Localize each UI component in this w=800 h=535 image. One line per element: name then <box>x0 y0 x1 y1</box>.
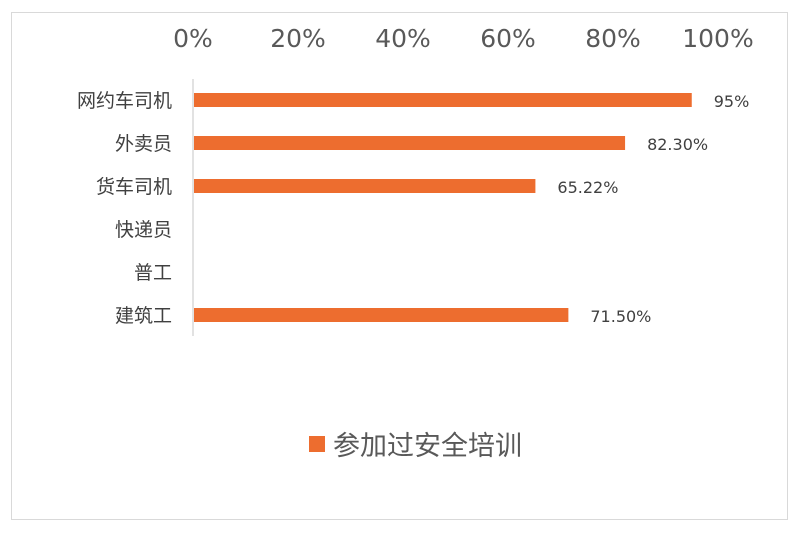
bar <box>194 93 692 107</box>
x-tick-label: 60% <box>480 24 536 53</box>
bar <box>194 179 536 193</box>
legend-swatch <box>309 436 325 452</box>
x-tick-label: 0% <box>173 24 213 53</box>
category-label: 网约车司机 <box>77 90 172 112</box>
data-label: 95% <box>714 92 750 111</box>
category-label: 建筑工 <box>115 305 172 327</box>
x-tick-label: 100% <box>682 24 753 53</box>
category-label: 货车司机 <box>96 176 172 198</box>
chart-frame <box>11 12 788 520</box>
data-label: 71.50% <box>590 307 651 326</box>
data-label: 65.22% <box>557 178 618 197</box>
x-tick-label: 20% <box>270 24 326 53</box>
bar <box>194 136 626 150</box>
bar <box>194 308 569 322</box>
category-label: 外卖员 <box>115 133 172 155</box>
category-label: 普工 <box>134 262 172 284</box>
x-tick-label: 40% <box>375 24 431 53</box>
category-label: 快递员 <box>115 219 172 241</box>
x-tick-label: 80% <box>585 24 641 53</box>
data-label: 82.30% <box>647 135 708 154</box>
legend-label: 参加过安全培训 <box>333 431 522 462</box>
